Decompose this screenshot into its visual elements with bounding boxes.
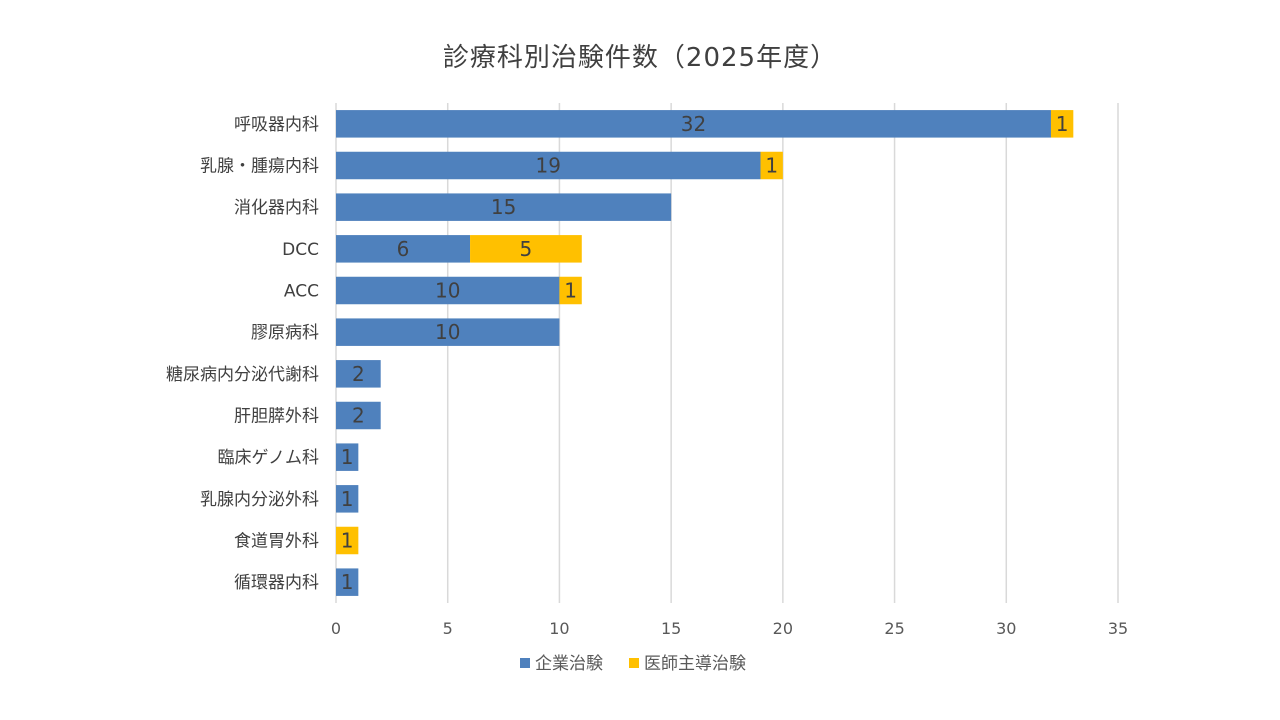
- data-label: 10: [435, 320, 460, 344]
- x-tick-label: 35: [1108, 619, 1128, 638]
- x-tick-label: 30: [996, 619, 1016, 638]
- category-label: 乳腺内分泌外科: [200, 490, 319, 510]
- data-label: 1: [341, 529, 354, 553]
- legend-swatch: [520, 658, 530, 668]
- legend: 企業治験 医師主導治験: [520, 654, 746, 674]
- category-label: 糖尿病内分泌代謝科: [166, 365, 319, 385]
- category-label: 臨床ゲノム科: [218, 448, 320, 468]
- data-label: 1: [1056, 112, 1069, 136]
- category-label: ACC: [284, 282, 319, 302]
- legend-label: 企業治験: [535, 654, 603, 674]
- data-label: 32: [681, 112, 706, 136]
- data-label: 6: [397, 237, 410, 261]
- x-tick-label: 0: [331, 619, 341, 638]
- category-label: 膠原病科: [251, 323, 319, 343]
- bar-segment: [336, 401, 381, 430]
- bar-segment: [336, 193, 672, 221]
- data-label: 2: [352, 404, 365, 428]
- bar-segment: [760, 151, 783, 180]
- x-tick-label: 15: [661, 619, 681, 638]
- category-label: 消化器内科: [234, 198, 319, 218]
- data-label: 10: [435, 279, 460, 303]
- category-label: DCC: [282, 240, 319, 260]
- value-axis: 0 5 10 15 20 25 30 35: [331, 619, 1128, 638]
- bar-segment: [559, 276, 582, 305]
- legend-label: 医師主導治験: [644, 654, 746, 674]
- bar-segment: [336, 318, 560, 346]
- bar-segment: [336, 235, 471, 263]
- data-label: 19: [536, 154, 561, 178]
- bar-segment: [336, 110, 1051, 138]
- category-label: 肝胆膵外科: [234, 407, 319, 427]
- legend-swatch: [629, 658, 639, 668]
- bar-segment: [336, 568, 359, 596]
- data-label: 2: [352, 362, 365, 386]
- bar-segment: [1050, 110, 1074, 138]
- chart-title: 診療科別治験件数（2025年度）: [443, 43, 837, 73]
- bar-segment: [336, 526, 359, 555]
- bar-segment: [336, 443, 359, 471]
- x-tick-label: 5: [443, 619, 453, 638]
- bar-segment: [336, 276, 560, 305]
- bar-segment: [336, 360, 381, 388]
- bar-segment: [336, 151, 761, 180]
- data-labels: 32 1 19 1 15 6 5 10 1 10 2 2 1 1 1 1: [341, 112, 1069, 594]
- data-label: 1: [341, 570, 354, 594]
- data-label: 1: [765, 154, 778, 178]
- bar-segment: [336, 485, 359, 513]
- category-label: 食道胃外科: [234, 532, 319, 552]
- data-label: 1: [341, 445, 354, 469]
- x-tick-label: 10: [549, 619, 569, 638]
- category-label: 乳腺・腫瘍内科: [200, 157, 319, 177]
- data-label: 1: [564, 279, 577, 303]
- bar-segment: [470, 235, 582, 263]
- data-label: 1: [341, 487, 354, 511]
- bars: [336, 110, 1074, 596]
- x-tick-label: 20: [773, 619, 793, 638]
- data-label: 5: [520, 237, 533, 261]
- x-tick-label: 25: [884, 619, 904, 638]
- category-label: 呼吸器内科: [234, 115, 319, 135]
- gridlines: [335, 103, 1119, 603]
- data-label: 15: [491, 195, 516, 219]
- category-label: 循環器内科: [234, 573, 319, 593]
